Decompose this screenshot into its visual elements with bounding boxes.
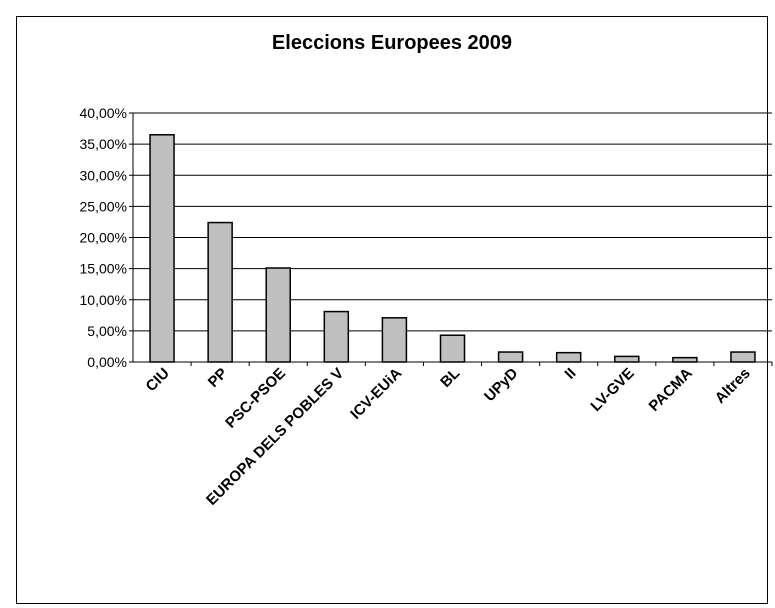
bar xyxy=(207,221,233,363)
x-tick-label: ICV-EUiA xyxy=(347,365,405,423)
bar xyxy=(555,351,582,363)
chart-frame xyxy=(16,16,768,604)
bar xyxy=(149,134,175,363)
y-tick-label: 35,00% xyxy=(80,136,127,152)
y-tick-label: 5,00% xyxy=(87,323,127,339)
y-tick-label: 10,00% xyxy=(80,292,127,308)
x-tick-label: Altres xyxy=(712,365,754,407)
x-tick-label: II xyxy=(562,365,580,383)
bar xyxy=(381,317,408,363)
bar xyxy=(323,310,350,363)
x-tick-label: PP xyxy=(205,365,231,391)
bar xyxy=(672,356,698,363)
x-tick-label: PACMA xyxy=(646,365,696,415)
chart-title: Eleccions Europees 2009 xyxy=(271,32,513,54)
bar xyxy=(614,355,640,363)
y-tick-label: 40,00% xyxy=(80,105,127,121)
y-tick-label: 20,00% xyxy=(80,230,127,246)
y-tick-label: 0,00% xyxy=(87,354,127,370)
x-tick-label: BL xyxy=(437,365,463,391)
bar xyxy=(730,351,756,363)
bar xyxy=(497,351,524,363)
y-tick-label: 30,00% xyxy=(80,167,127,183)
y-tick-label: 25,00% xyxy=(80,198,127,214)
y-tick-label: 15,00% xyxy=(80,261,127,277)
x-tick-label: UPyD xyxy=(481,365,521,405)
x-tick-label: LV-GVE xyxy=(587,365,637,415)
bar xyxy=(439,334,466,363)
x-tick-label: CIU xyxy=(143,365,173,395)
bar xyxy=(265,267,291,363)
